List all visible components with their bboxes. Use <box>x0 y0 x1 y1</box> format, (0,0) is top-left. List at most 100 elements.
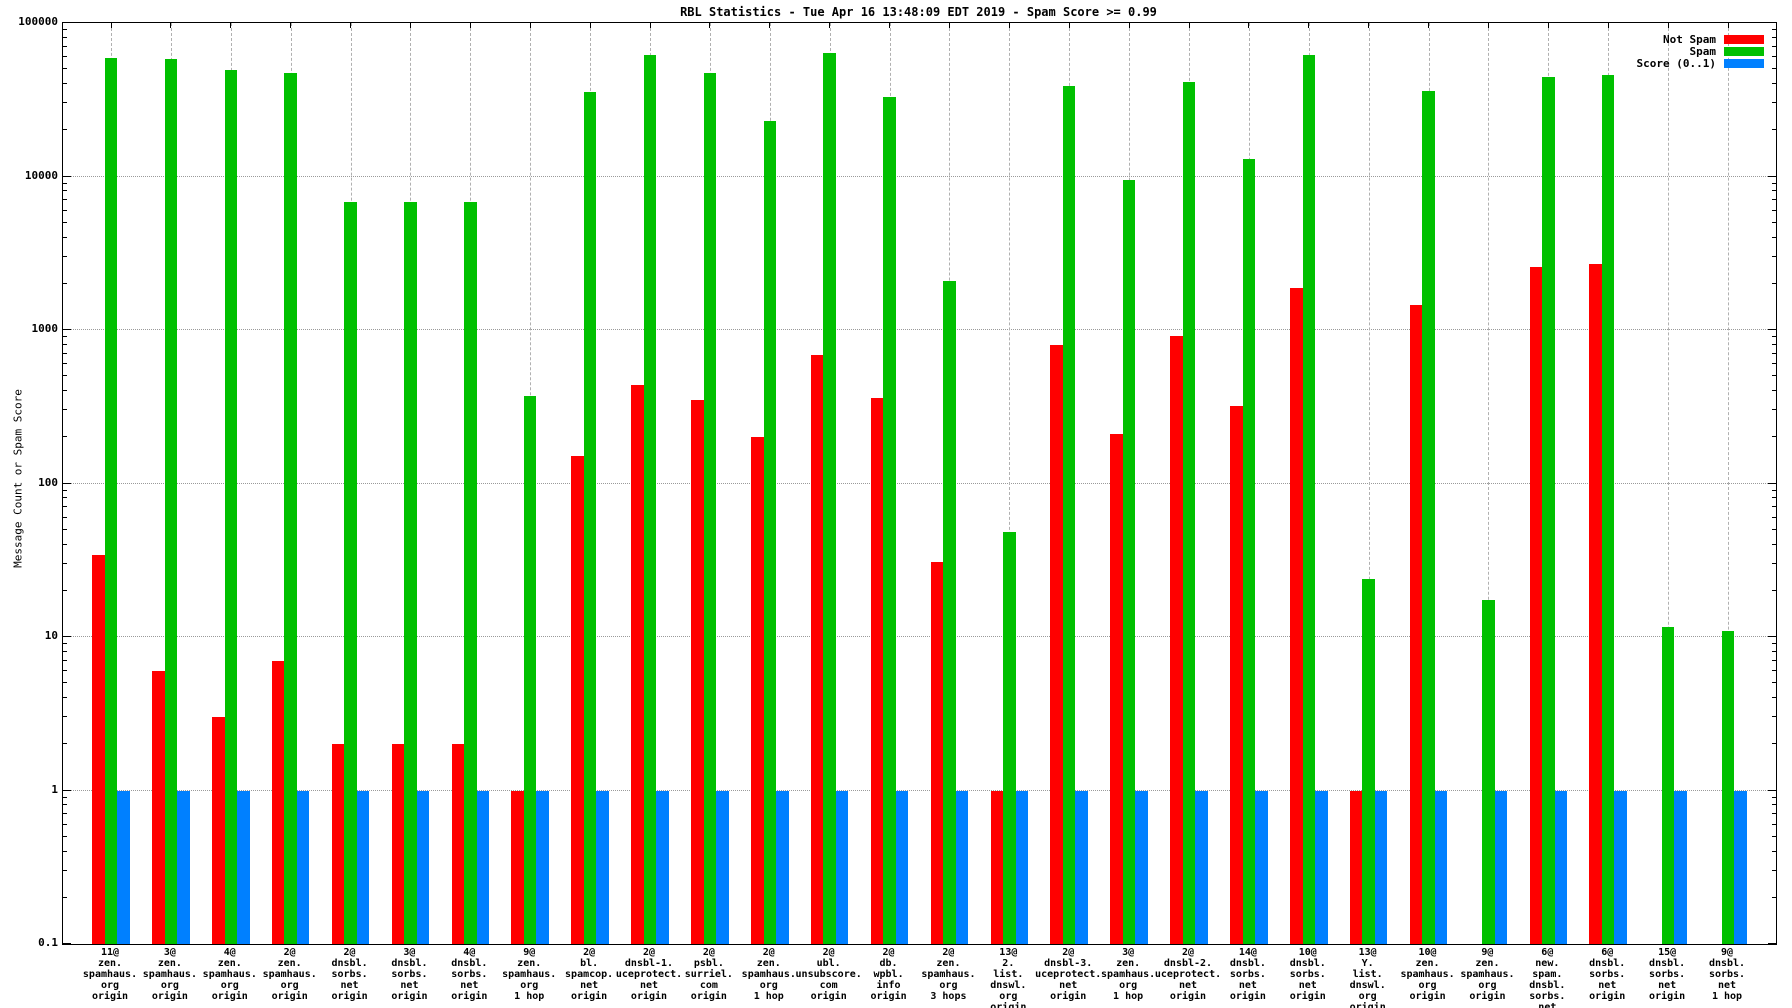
bar-score <box>716 790 729 944</box>
x-category-label: 2@ zen. spamhaus. org 3 hops <box>921 947 976 1002</box>
y-minor-tick-left <box>63 68 67 70</box>
y-minor-tick-left <box>63 363 67 365</box>
bar-score <box>596 790 609 944</box>
y-minor-tick-right <box>1772 190 1776 192</box>
bar-spam <box>1122 179 1136 944</box>
bar-spam <box>1542 76 1555 944</box>
x-tick-top <box>110 23 112 28</box>
x-category-label: 13@ 2. list. dnswl. org origin <box>990 947 1027 1008</box>
y-minor-tick-right <box>1772 375 1776 377</box>
bar-score <box>1374 790 1388 944</box>
y-minor-tick-right <box>1772 409 1776 411</box>
legend: Not Spam Spam Score (0..1) <box>1637 32 1764 70</box>
y-minor-tick-left <box>63 497 67 499</box>
bar-score <box>1614 790 1627 944</box>
y-minor-tick-right <box>1772 343 1776 345</box>
x-category-label: 4@ zen. spamhaus. org origin <box>202 947 257 1002</box>
x-gridline <box>1728 23 1729 944</box>
bar-spam <box>1062 85 1076 944</box>
y-minor-tick-left <box>63 796 67 798</box>
x-tick-top <box>350 23 352 28</box>
x-gridline <box>1668 23 1670 944</box>
y-minor-tick-right <box>1772 850 1776 852</box>
y-minor-tick-right <box>1772 68 1776 70</box>
y-minor-tick-left <box>63 516 67 518</box>
y-minor-tick-left <box>63 29 67 31</box>
y-minor-tick-right <box>1772 45 1776 47</box>
legend-label-not-spam: Not Spam <box>1663 32 1716 46</box>
x-tick-top <box>170 23 172 28</box>
x-tick-top <box>1547 23 1549 28</box>
x-category-label: 2@ ubl. unsubscore. com origin <box>795 947 862 1002</box>
y-minor-tick-right <box>1772 102 1776 104</box>
y-minor-tick-right <box>1772 36 1776 38</box>
x-category-label: 2@ db. wpbl. info origin <box>870 947 907 1002</box>
bar-spam <box>104 57 118 944</box>
legend-swatch-not-spam <box>1724 34 1764 44</box>
y-minor-tick-right <box>1772 813 1776 815</box>
y-minor-tick-right <box>1772 804 1776 806</box>
bar-score <box>1075 790 1088 944</box>
bar-not-spam <box>1050 344 1063 944</box>
y-minor-tick-right <box>1772 336 1776 338</box>
bar-spam <box>284 73 297 944</box>
bar-spam <box>1182 82 1196 944</box>
y-minor-tick-left <box>63 375 67 377</box>
y-minor-tick-right <box>1772 56 1776 58</box>
y-tick-label: 10 <box>44 629 58 642</box>
y-minor-tick-left <box>63 562 67 564</box>
y-minor-tick-left <box>63 221 67 223</box>
y-gridline <box>63 482 1776 484</box>
y-minor-tick-left <box>63 697 67 699</box>
y-minor-tick-left <box>63 83 67 85</box>
y-minor-tick-right <box>1772 543 1776 545</box>
bar-score <box>895 790 909 944</box>
bar-spam <box>1601 74 1615 944</box>
x-tick-top <box>409 23 411 28</box>
bar-not-spam <box>751 437 764 944</box>
bar-spam <box>404 202 417 944</box>
bar-spam <box>1422 91 1435 944</box>
bar-score <box>536 790 549 944</box>
y-gridline <box>63 789 1776 791</box>
x-tick-top <box>1308 23 1310 28</box>
x-category-label: 2@ dnsbl-2. uceprotect. net origin <box>1154 947 1222 1002</box>
x-tick-top <box>230 23 232 28</box>
bar-score <box>1494 790 1508 944</box>
y-minor-tick-left <box>63 409 67 411</box>
bar-score <box>416 790 430 944</box>
y-minor-tick-right <box>1772 743 1776 745</box>
y-major-tick-right <box>1768 789 1776 791</box>
x-tick-top <box>1368 23 1370 28</box>
y-minor-tick-right <box>1772 29 1776 31</box>
x-category-label: 11@ zen. spamhaus. org origin <box>82 947 138 1002</box>
y-tick-label: 100 <box>38 475 58 489</box>
plot-area <box>62 22 1777 945</box>
bar-score <box>835 790 849 944</box>
y-minor-tick-left <box>63 670 67 672</box>
x-tick-top <box>1068 23 1070 28</box>
x-category-label: 2@ dnsbl. sorbs. net origin <box>331 947 368 1002</box>
bar-score <box>1135 790 1148 944</box>
bar-score <box>1195 790 1208 944</box>
x-gridline <box>1488 23 1490 944</box>
bar-spam <box>1242 159 1256 944</box>
y-minor-tick-left <box>63 282 67 284</box>
bar-spam <box>344 202 357 944</box>
y-minor-tick-left <box>63 528 67 530</box>
bar-score <box>1734 790 1747 944</box>
y-minor-tick-left <box>63 56 67 58</box>
x-category-label: 3@ dnsbl. sorbs. net origin <box>391 947 428 1002</box>
y-minor-tick-right <box>1772 390 1776 392</box>
y-minor-tick-left <box>63 869 67 871</box>
x-tick-top <box>889 23 891 28</box>
y-major-tick-right <box>1768 22 1776 23</box>
x-category-label: 2@ psbl. surriel. com origin <box>684 947 733 1002</box>
y-tick-label: 0.1 <box>38 936 58 949</box>
bar-score <box>1315 790 1328 944</box>
y-minor-tick-right <box>1772 716 1776 718</box>
bar-score <box>1674 790 1687 944</box>
y-minor-tick-right <box>1772 869 1776 871</box>
chart-title: RBL Statistics - Tue Apr 16 13:48:09 EDT… <box>680 5 1157 19</box>
y-tick-label: 10000 <box>24 168 58 182</box>
